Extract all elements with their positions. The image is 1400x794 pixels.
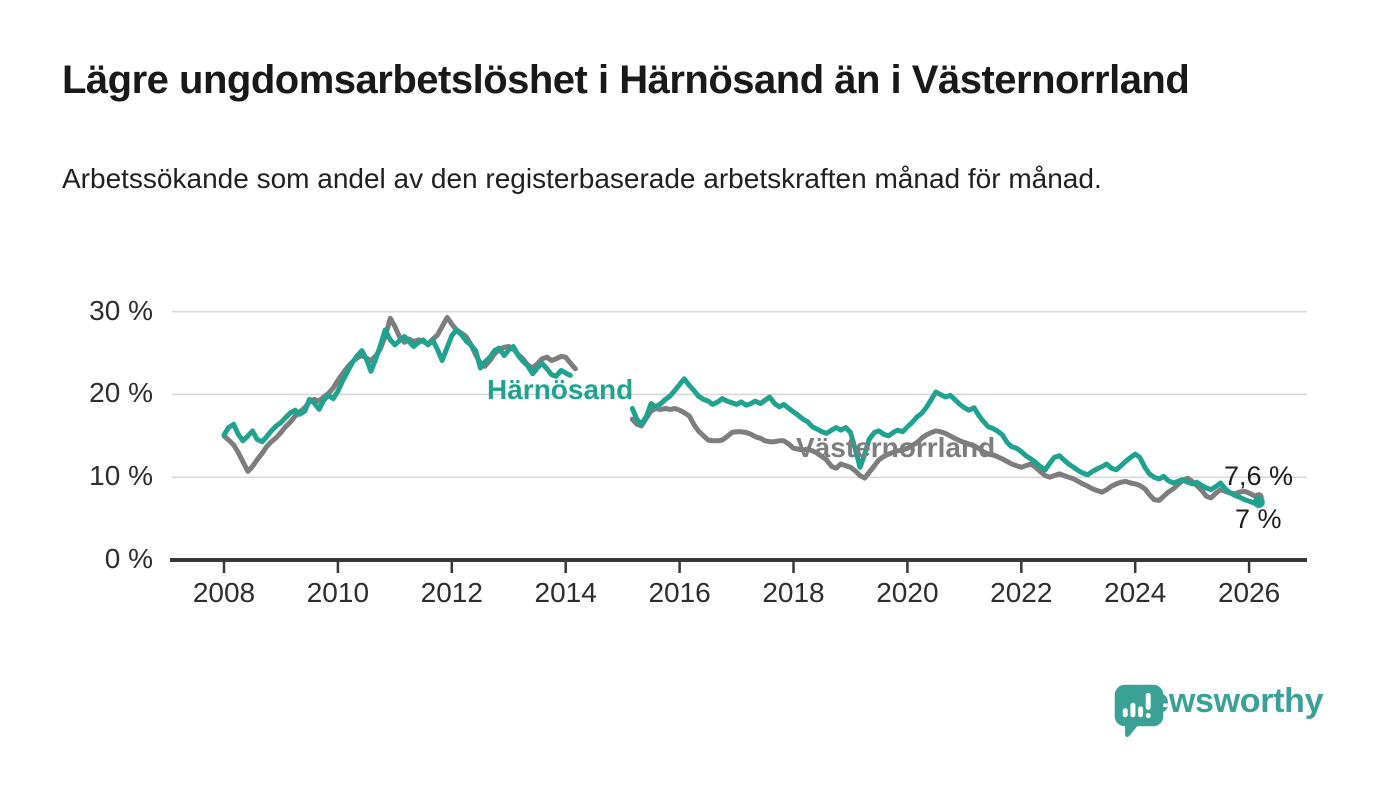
y-axis-label: 10 % — [89, 460, 153, 492]
line-västernorrland — [629, 406, 1262, 503]
x-axis-label: 2012 — [420, 577, 483, 608]
x-axis-label: 2008 — [192, 577, 256, 608]
line-härnösand — [221, 327, 573, 445]
x-axis-label: 2018 — [762, 577, 825, 608]
y-axis-label: 20 % — [89, 377, 153, 409]
x-axis-label: 2014 — [534, 577, 597, 608]
page-title: Lägre ungdomsarbetslöshet i Härnösand än… — [62, 58, 1190, 102]
end-value-label-vasternorrland: 7,6 % — [1224, 461, 1294, 491]
line-härnösand — [629, 376, 1262, 506]
series-label-harnosand: Härnösand — [487, 374, 634, 405]
end-dot-härnösand — [1252, 496, 1265, 509]
x-axis-label: 2016 — [648, 577, 711, 608]
x-axis-label: 2010 — [306, 577, 370, 608]
x-axis-label: 2020 — [876, 577, 939, 608]
chart-subtitle: Arbetssökande som andel av den registerb… — [62, 163, 1102, 194]
newsworthy-logo: Newsworthy — [1112, 682, 1324, 738]
newsworthy-logo-icon — [1114, 684, 1164, 738]
end-value-label-harnosand: 7 % — [1235, 504, 1282, 534]
x-axis-label: 2026 — [1217, 577, 1281, 608]
x-axis-label: 2024 — [1104, 577, 1167, 608]
y-axis-label: 0 % — [104, 543, 153, 574]
x-axis-label: 2022 — [990, 577, 1053, 608]
series-label-vasternorrland: Västernorrland — [796, 432, 996, 463]
y-axis-label: 30 % — [89, 294, 153, 326]
